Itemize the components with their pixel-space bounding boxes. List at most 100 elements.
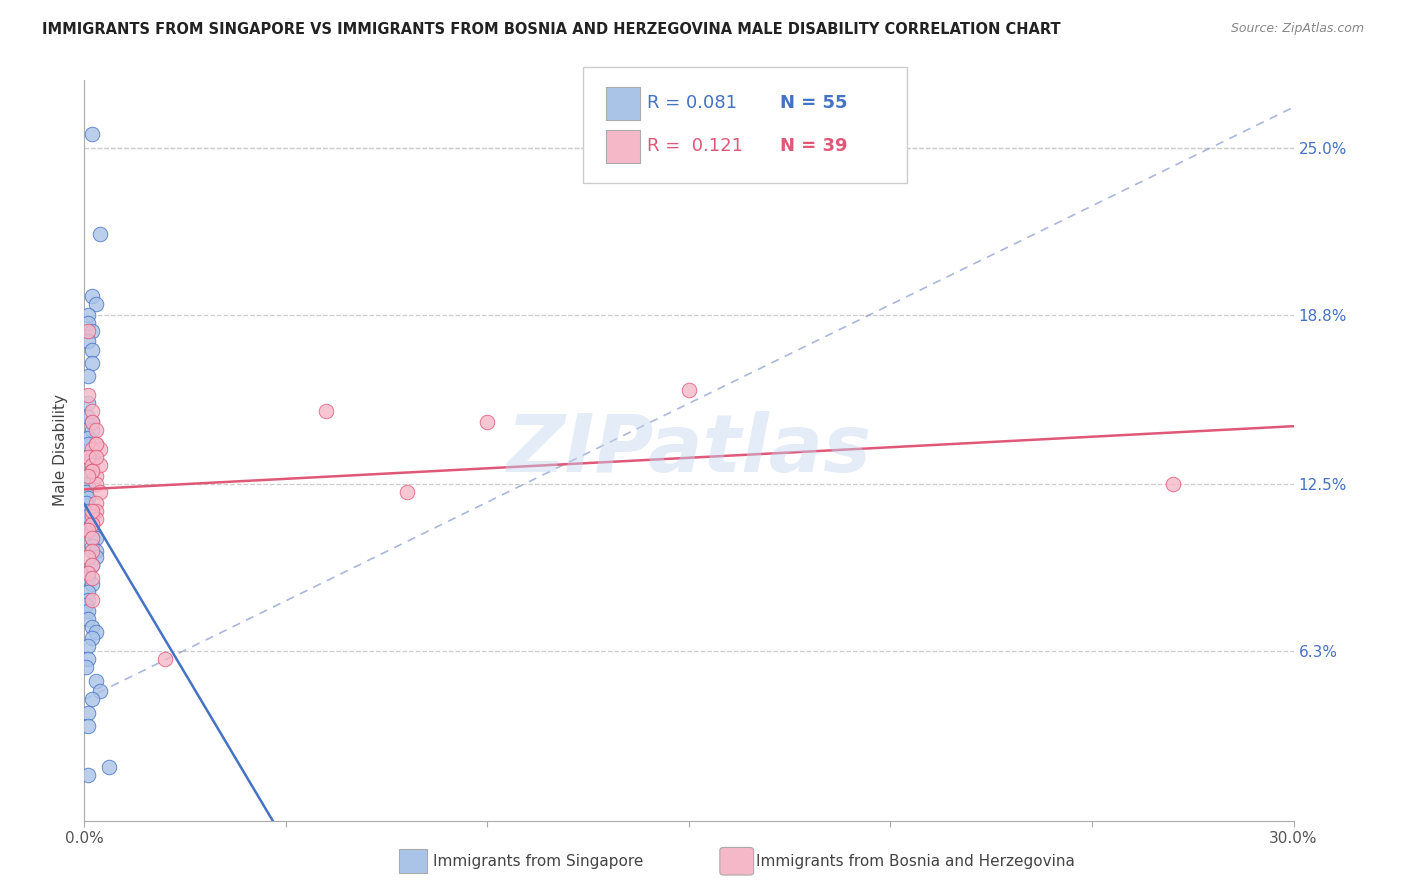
Point	[82, 531, 104, 545]
Point	[77, 308, 100, 322]
Point	[77, 409, 100, 424]
Point	[77, 584, 100, 599]
Point	[89, 442, 111, 456]
Point	[77, 316, 100, 330]
Point	[77, 431, 100, 445]
Point	[77, 334, 100, 349]
Point	[82, 631, 104, 645]
Point	[77, 612, 100, 626]
Point	[77, 477, 100, 491]
Point	[82, 288, 104, 302]
Point	[86, 496, 108, 510]
Point	[77, 504, 100, 518]
Point	[77, 469, 100, 483]
Point	[89, 684, 111, 698]
Point	[82, 509, 104, 524]
Point	[77, 639, 100, 653]
Text: N = 39: N = 39	[780, 137, 848, 155]
Text: IMMIGRANTS FROM SINGAPORE VS IMMIGRANTS FROM BOSNIA AND HERZEGOVINA MALE DISABIL: IMMIGRANTS FROM SINGAPORE VS IMMIGRANTS …	[42, 22, 1060, 37]
Point	[86, 531, 108, 545]
Point	[82, 464, 104, 478]
Point	[82, 343, 104, 357]
Point	[86, 549, 108, 564]
Point	[75, 496, 97, 510]
Point	[315, 404, 337, 418]
Point	[395, 485, 418, 500]
Point	[77, 469, 100, 483]
Text: N = 55: N = 55	[780, 94, 848, 112]
Point	[82, 576, 104, 591]
Y-axis label: Male Disability: Male Disability	[53, 394, 69, 507]
Point	[86, 673, 108, 688]
Point	[82, 558, 104, 572]
Point	[77, 509, 100, 524]
Point	[75, 485, 97, 500]
Point	[82, 571, 104, 585]
Point	[86, 544, 108, 558]
Point	[82, 544, 104, 558]
Point	[77, 396, 100, 410]
Point	[97, 760, 120, 774]
Point	[77, 369, 100, 384]
Text: Source: ZipAtlas.com: Source: ZipAtlas.com	[1230, 22, 1364, 36]
Text: Immigrants from Singapore: Immigrants from Singapore	[433, 855, 644, 869]
Point	[82, 324, 104, 338]
Point	[77, 450, 100, 465]
Point	[86, 450, 108, 465]
Point	[82, 415, 104, 429]
Point	[86, 469, 108, 483]
Point	[89, 485, 111, 500]
Point	[77, 388, 100, 402]
Point	[86, 436, 108, 450]
Point	[77, 652, 100, 666]
Point	[86, 477, 108, 491]
Point	[82, 531, 104, 545]
Point	[82, 464, 104, 478]
Point	[77, 571, 100, 585]
Point	[82, 356, 104, 370]
Point	[82, 415, 104, 429]
Point	[77, 491, 100, 505]
Point	[86, 297, 108, 311]
Point	[82, 423, 104, 437]
Point	[77, 593, 100, 607]
Point	[86, 423, 108, 437]
Point	[86, 512, 108, 526]
Point	[77, 549, 100, 564]
Point	[1161, 477, 1184, 491]
Point	[82, 593, 104, 607]
Point	[89, 227, 111, 241]
Point	[77, 566, 100, 580]
Point	[77, 706, 100, 720]
Text: R =  0.121: R = 0.121	[647, 137, 742, 155]
Point	[82, 517, 104, 532]
Point	[82, 458, 104, 473]
Text: R = 0.081: R = 0.081	[647, 94, 737, 112]
Point	[82, 558, 104, 572]
Point	[77, 436, 100, 450]
Point	[82, 450, 104, 465]
Point	[82, 539, 104, 553]
Point	[86, 436, 108, 450]
Point	[86, 504, 108, 518]
Point	[75, 660, 97, 674]
Point	[82, 127, 104, 141]
Point	[77, 324, 100, 338]
Point	[82, 504, 104, 518]
Point	[75, 599, 97, 613]
Point	[86, 625, 108, 640]
Text: Immigrants from Bosnia and Herzegovina: Immigrants from Bosnia and Herzegovina	[756, 855, 1076, 869]
Point	[678, 383, 700, 397]
Point	[82, 620, 104, 634]
Point	[82, 692, 104, 706]
Point	[82, 523, 104, 537]
Point	[77, 719, 100, 733]
Point	[77, 566, 100, 580]
Point	[77, 523, 100, 537]
Point	[82, 464, 104, 478]
Point	[77, 604, 100, 618]
Text: ZIPatlas: ZIPatlas	[506, 411, 872, 490]
Point	[477, 415, 499, 429]
Point	[82, 404, 104, 418]
Point	[82, 517, 104, 532]
